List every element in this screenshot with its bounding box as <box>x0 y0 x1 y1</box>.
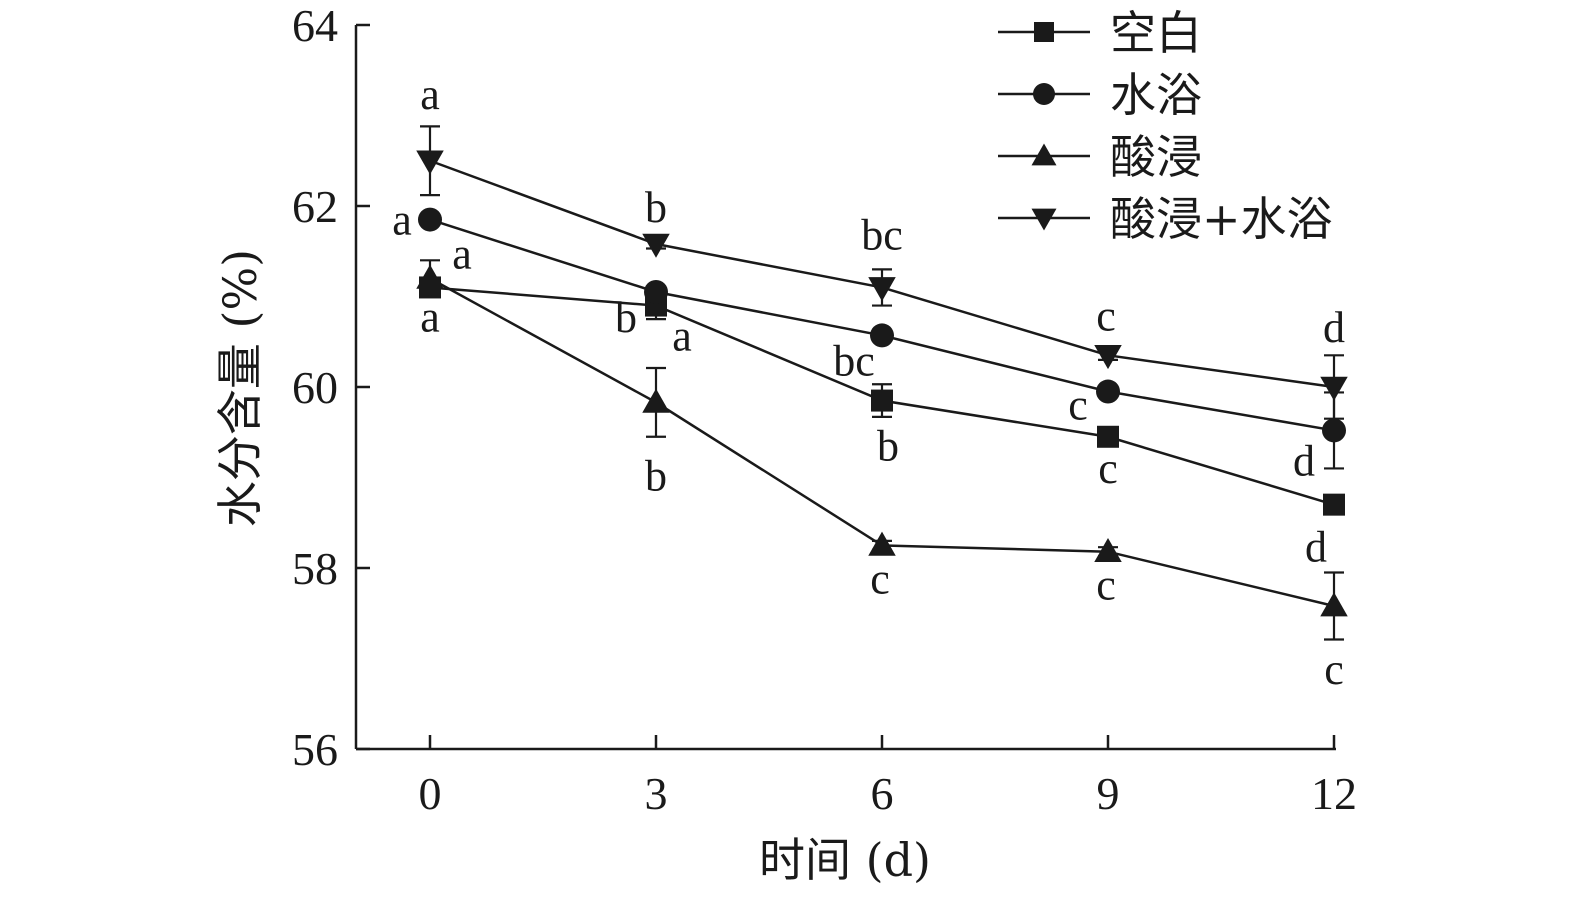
legend-label: 空白 <box>1110 6 1202 60</box>
y-tick-label: 58 <box>292 543 338 594</box>
y-axis-title: 水分含量 (%) <box>213 249 267 527</box>
y-tick-label: 60 <box>292 362 338 413</box>
data-point <box>642 233 670 258</box>
x-tick-label: 3 <box>645 768 668 819</box>
legend-label: 酸浸+水浴 <box>1110 192 1333 246</box>
data-point <box>1320 592 1348 617</box>
x-tick-label: 12 <box>1311 768 1357 819</box>
legend-item-4: 酸浸+水浴 <box>998 192 1333 246</box>
significance-label: b <box>877 422 899 471</box>
data-point <box>416 150 444 175</box>
data-point <box>1094 537 1122 563</box>
significance-label: c <box>1096 291 1116 340</box>
series-3 <box>416 259 1348 641</box>
axes: 56 58 60 62 64 0 3 6 9 12 <box>292 0 1357 819</box>
data-point <box>644 279 668 304</box>
legend-item-3: 酸浸 <box>998 130 1202 184</box>
data-point <box>1094 345 1122 370</box>
legend-marker <box>1031 143 1057 166</box>
legend-item-2: 水浴 <box>998 68 1202 122</box>
x-tick-label: 0 <box>419 768 442 819</box>
significance-label: b <box>645 451 667 500</box>
significance-label: c <box>1324 645 1344 694</box>
data-point <box>1323 493 1345 516</box>
data-point <box>870 323 894 348</box>
significance-label: a <box>420 292 440 341</box>
legend-marker <box>1031 208 1057 231</box>
x-tick-label: 9 <box>1097 768 1120 819</box>
significance-label: a <box>672 312 692 361</box>
significance-label: b <box>615 293 637 342</box>
legend-item-1: 空白 <box>998 6 1202 60</box>
significance-label: d <box>1323 303 1345 352</box>
data-point <box>871 389 893 412</box>
y-tick-label: 64 <box>292 0 338 51</box>
significance-label: a <box>420 70 440 119</box>
x-tick-label: 6 <box>871 768 894 819</box>
significance-label: a <box>452 229 472 278</box>
significance-label: c <box>1068 381 1088 430</box>
data-point <box>642 388 670 413</box>
significance-label: d <box>1305 523 1327 572</box>
data-point <box>1097 425 1119 448</box>
significance-label: b <box>645 183 667 232</box>
y-tick-label: 62 <box>292 181 338 232</box>
data-point <box>1322 418 1346 443</box>
significance-label: c <box>1098 444 1118 493</box>
significance-label: c <box>870 554 890 603</box>
series-4 <box>416 125 1348 420</box>
data-point <box>418 207 442 232</box>
significance-label: d <box>1293 436 1315 485</box>
significance-label: bc <box>833 336 875 385</box>
significance-label: c <box>1096 561 1116 610</box>
x-axis-title: 时间 (d) <box>759 833 931 887</box>
data-point <box>868 531 896 556</box>
series-layer <box>416 125 1348 641</box>
data-point <box>1096 379 1120 404</box>
data-point <box>868 277 896 302</box>
series-1 <box>419 276 1345 516</box>
significance-label: bc <box>861 210 903 259</box>
data-point <box>1320 376 1348 401</box>
legend-marker <box>1033 83 1055 105</box>
legend-label: 水浴 <box>1110 68 1202 122</box>
significance-label: a <box>392 196 412 245</box>
legend-label: 酸浸 <box>1110 130 1202 184</box>
data-point <box>416 264 444 289</box>
legend-marker <box>1034 22 1054 42</box>
y-tick-label: 56 <box>292 724 338 775</box>
series-2 <box>418 207 1346 470</box>
